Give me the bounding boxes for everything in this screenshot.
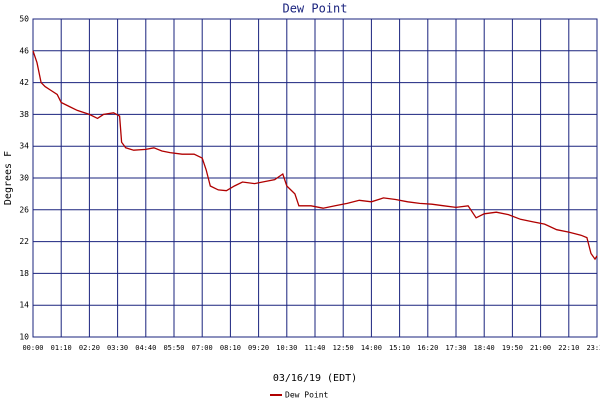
y-tick-label: 14 <box>19 301 29 310</box>
y-tick-label: 46 <box>19 46 29 55</box>
x-tick-label: 22:10 <box>558 344 579 352</box>
x-tick-label: 08:10 <box>220 344 241 352</box>
y-axis-label: Degrees F <box>3 151 14 205</box>
x-tick-label: 03:30 <box>107 344 128 352</box>
chart-title: Dew Point <box>282 2 347 16</box>
y-tick-label: 34 <box>19 142 29 151</box>
y-tick-label: 26 <box>19 205 29 214</box>
y-tick-label: 22 <box>19 237 29 246</box>
x-tick-label: 07:00 <box>192 344 213 352</box>
y-tick-label: 38 <box>19 110 29 119</box>
x-tick-label: 17:30 <box>445 344 466 352</box>
y-tick-label: 10 <box>19 333 29 342</box>
y-tick-label: 30 <box>19 174 29 183</box>
x-tick-label: 00:00 <box>22 344 43 352</box>
x-tick-label: 12:50 <box>333 344 354 352</box>
y-tick-label: 18 <box>19 269 29 278</box>
x-tick-label: 18:40 <box>474 344 495 352</box>
x-tick-label: 01:10 <box>51 344 72 352</box>
data-line <box>32 50 598 261</box>
x-tick-label: 21:00 <box>530 344 551 352</box>
x-tick-label: 11:40 <box>304 344 325 352</box>
x-tick-label: 10:30 <box>276 344 297 352</box>
x-tick-label: 14:00 <box>361 344 382 352</box>
x-tick-label: 09:20 <box>248 344 269 352</box>
x-tick-label: 04:40 <box>135 344 156 352</box>
x-tick-label: 02:20 <box>79 344 100 352</box>
x-tick-label: 23:20 <box>586 344 600 352</box>
x-tick-label: 05:50 <box>163 344 184 352</box>
y-tick-label: 50 <box>19 15 29 24</box>
x-tick-label: 19:50 <box>502 344 523 352</box>
legend-label: Dew Point <box>285 391 329 400</box>
x-tick-label: 15:10 <box>389 344 410 352</box>
y-tick-label: 42 <box>19 78 29 87</box>
x-axis-label: 03/16/19 (EDT) <box>273 373 357 384</box>
x-tick-label: 16:20 <box>417 344 438 352</box>
